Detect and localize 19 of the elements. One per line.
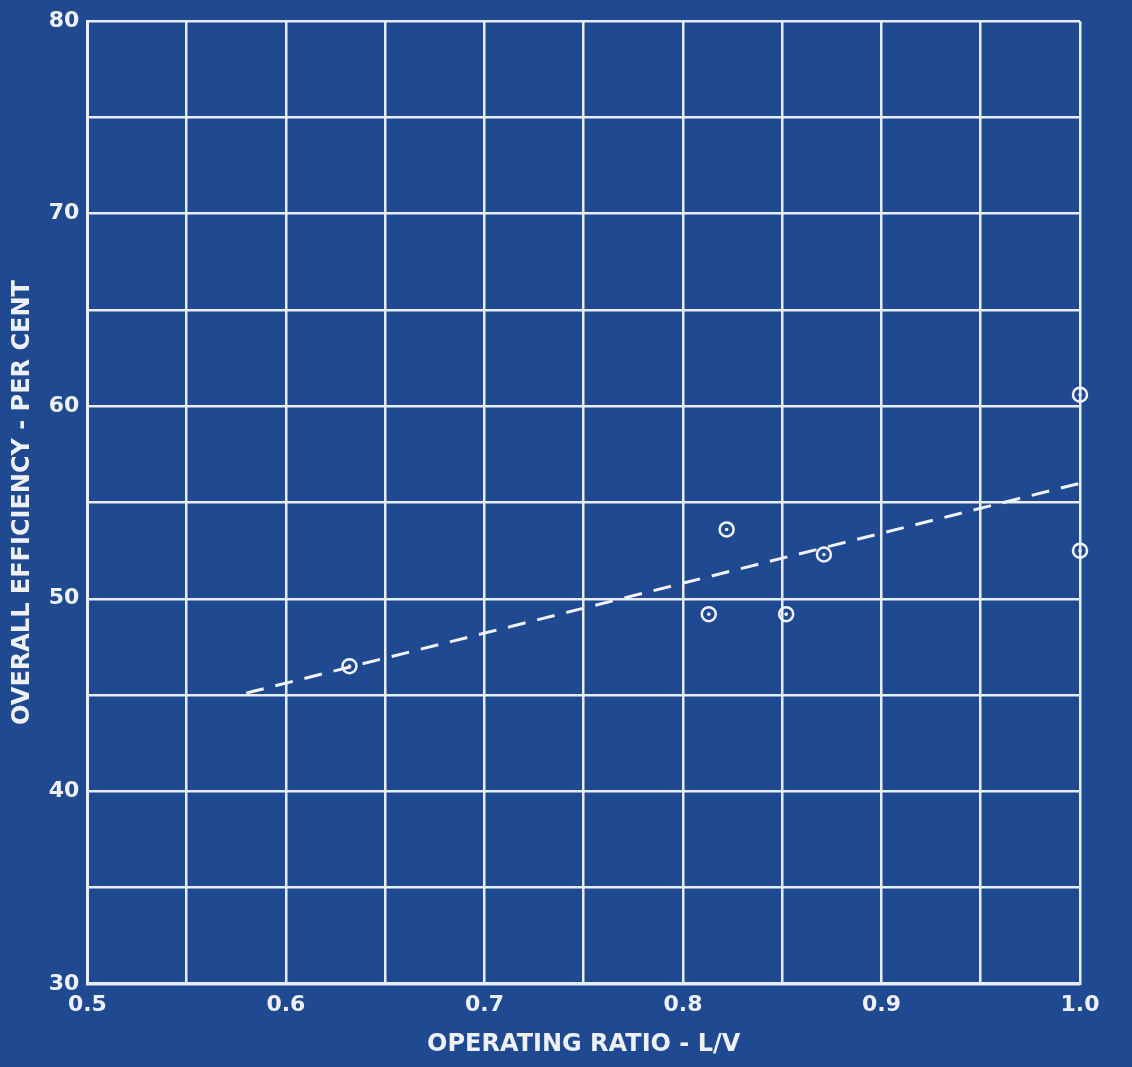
x-tick-label: 0.7 (464, 990, 504, 1016)
x-tick-label: 1.0 (1060, 990, 1100, 1016)
x-axis-title: OPERATING RATIO - L/V (427, 1028, 741, 1057)
x-tick-label: 0.6 (266, 990, 306, 1016)
y-tick-label: 80 (48, 6, 80, 32)
x-tick-label: 0.8 (663, 990, 703, 1016)
point (718, 521, 735, 538)
point (1071, 542, 1089, 559)
point (1071, 386, 1089, 403)
y-tick-label: 70 (48, 199, 80, 225)
point (341, 657, 358, 675)
y-axis-title: OVERALL EFFICIENCY - PER CENT (6, 279, 35, 725)
point (815, 546, 833, 563)
y-tick-label: 40 (48, 777, 80, 802)
y-tick-label: 50 (48, 584, 80, 610)
point (700, 605, 718, 623)
x-tick-label: 0.9 (861, 990, 901, 1016)
y-tick-label: 60 (48, 391, 80, 417)
point (777, 605, 795, 623)
